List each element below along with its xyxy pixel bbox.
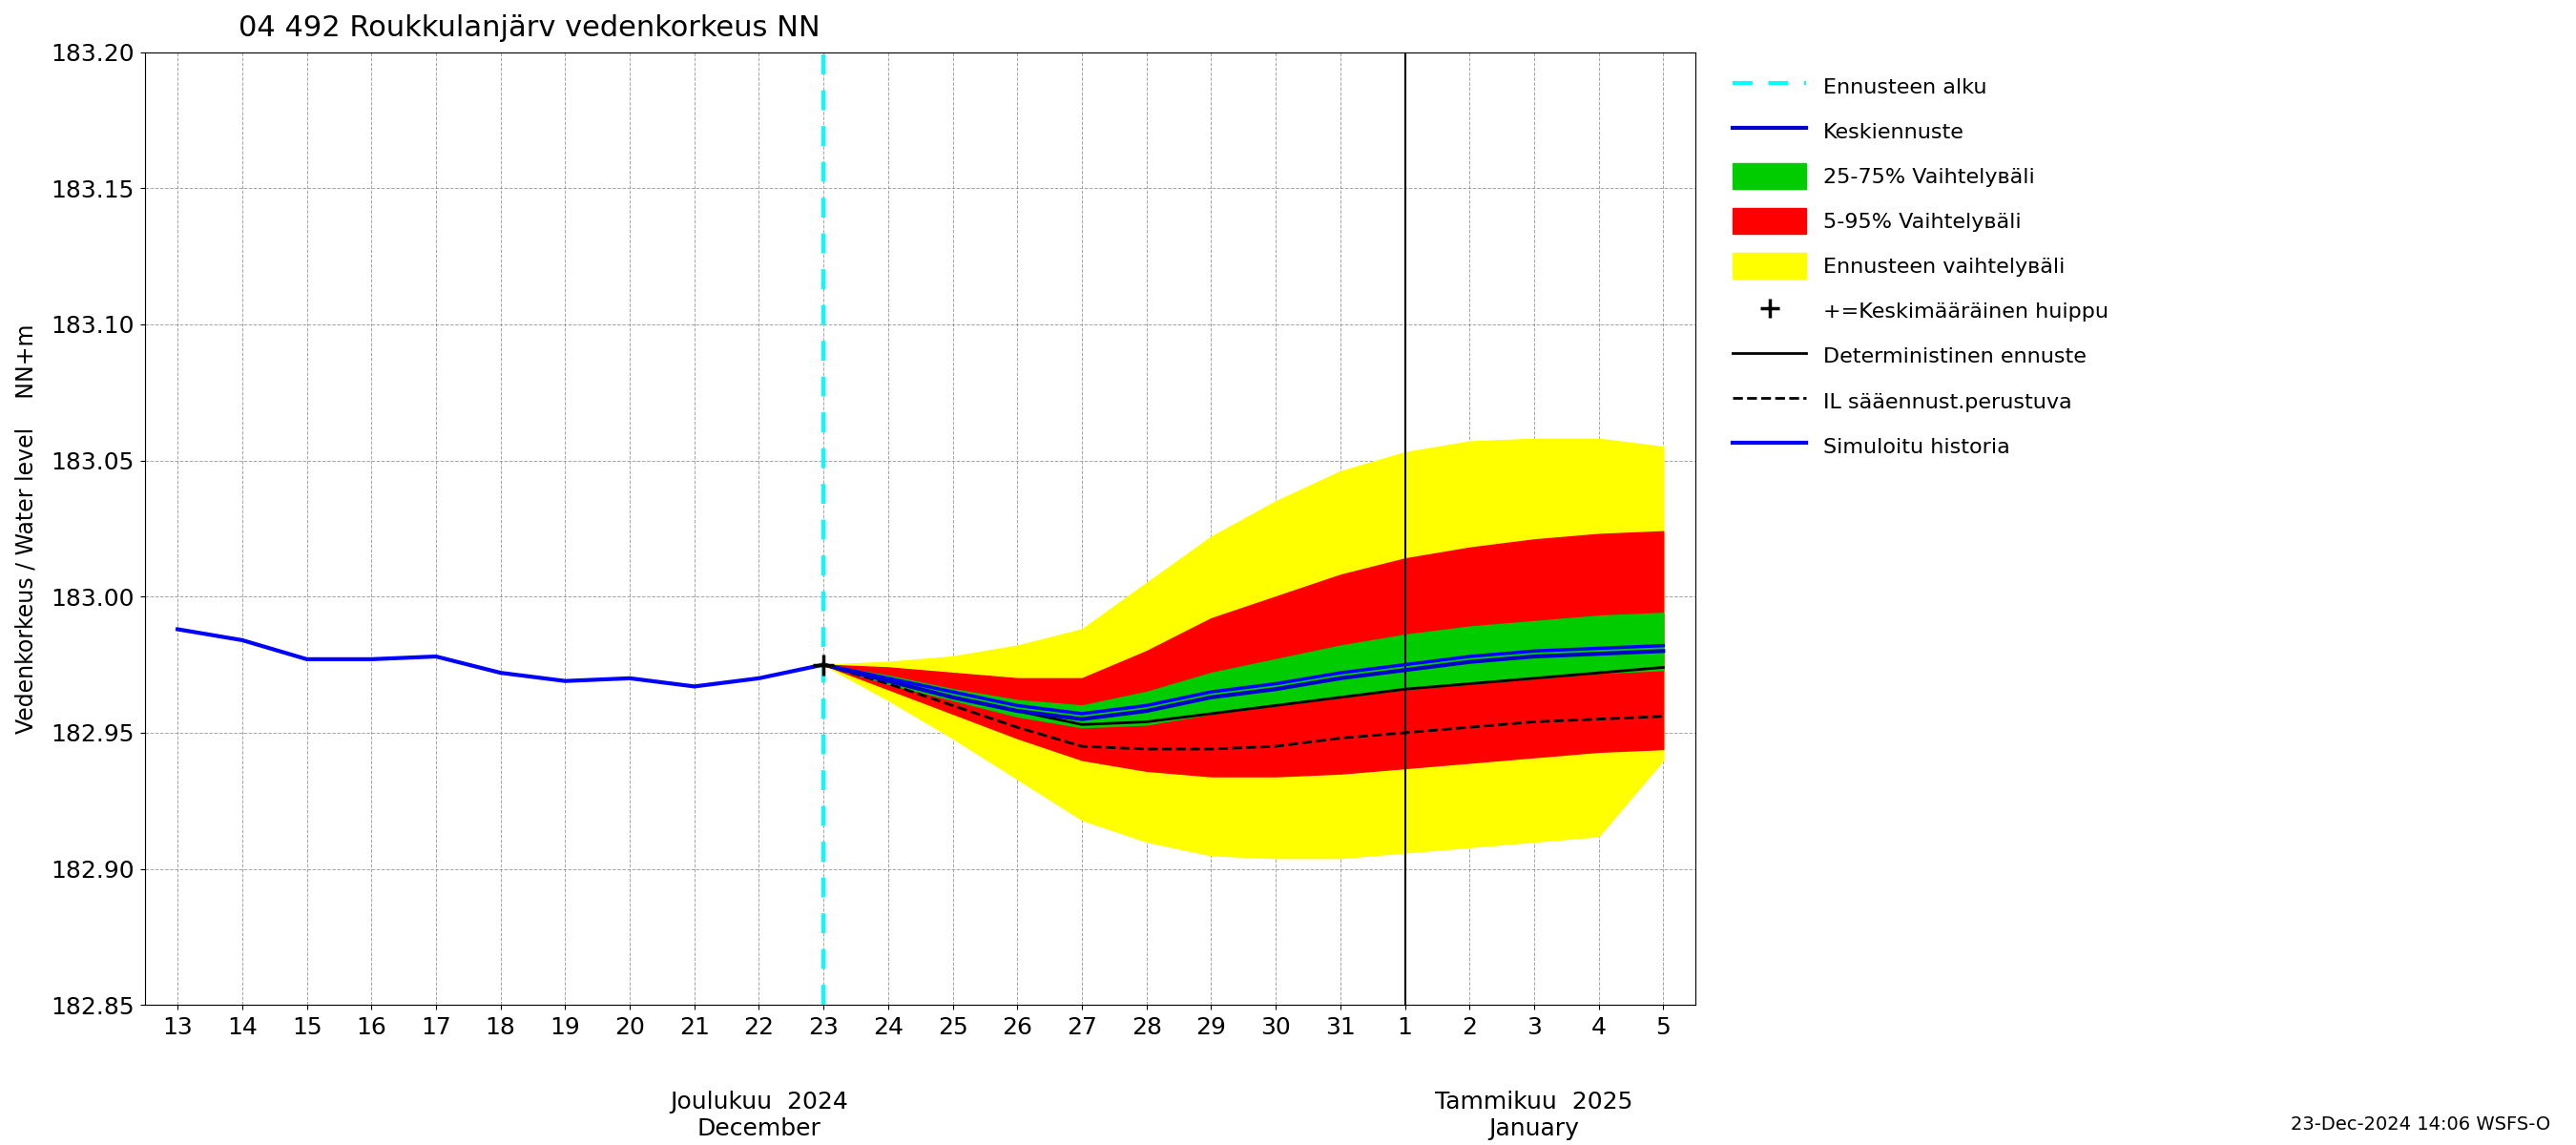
Legend: Ennusteen alku, Keskiennuste, 25-75% Vaihtelувäli, 5-95% Vaihtelувäli, Ennusteen: Ennusteen alku, Keskiennuste, 25-75% Vai…	[1721, 63, 2120, 469]
Text: 04 492 Roukkulanjärv vedenkorkeus NN: 04 492 Roukkulanjärv vedenkorkeus NN	[240, 14, 819, 42]
Y-axis label: Vedenkorkeus / Water level    NN+m: Vedenkorkeus / Water level NN+m	[15, 324, 36, 734]
Text: 23-Dec-2024 14:06 WSFS-O: 23-Dec-2024 14:06 WSFS-O	[2290, 1115, 2550, 1134]
Text: Joulukuu  2024
December: Joulukuu 2024 December	[670, 1091, 848, 1140]
Text: Tammikuu  2025
January: Tammikuu 2025 January	[1435, 1091, 1633, 1140]
